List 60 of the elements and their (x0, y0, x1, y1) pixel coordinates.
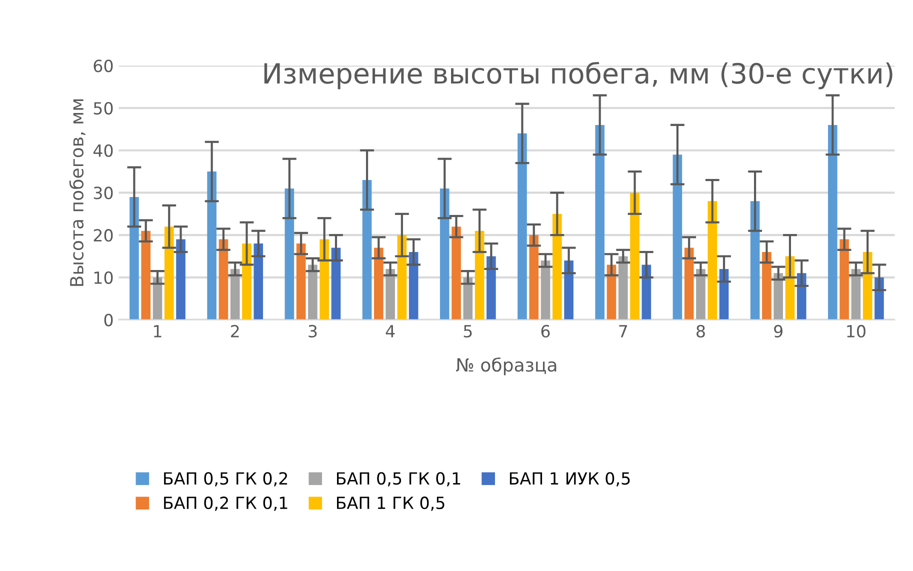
legend-label: БАП 0,5 ГК 0,1 (337, 472, 460, 486)
bar (828, 124, 838, 320)
bar (296, 244, 306, 320)
bar (595, 124, 604, 320)
y-tick-label: 20 (94, 229, 113, 242)
y-axis-title: Высота побегов, мм (69, 99, 86, 286)
bar (230, 268, 240, 320)
bar (386, 268, 395, 320)
y-tick-label: 60 (94, 60, 113, 72)
legend-label: БАП 1 ИУК 0,5 (510, 472, 630, 486)
legend-label: БАП 0,2 ГК 0,1 (164, 496, 288, 511)
y-tick-label: 50 (94, 102, 113, 115)
x-axis-title: № образца (456, 357, 556, 376)
y-tick-label: 30 (94, 186, 113, 200)
bar (540, 260, 550, 320)
chart-title: Измерение высоты побега, мм (30-е сутки) (264, 62, 892, 90)
bar (254, 244, 264, 320)
x-tick-label: 5 (464, 325, 472, 338)
bar (618, 256, 628, 320)
bar (176, 239, 186, 320)
bar (696, 268, 706, 320)
y-tick-label: 40 (93, 144, 113, 157)
bar (518, 133, 527, 320)
legend-label: БАП 0,5 ГК 0,2 (164, 472, 288, 486)
y-tick-label: 0 (104, 314, 113, 326)
bar (284, 188, 294, 320)
bar (552, 214, 562, 320)
x-tick-label: 8 (696, 324, 705, 338)
bar (774, 273, 783, 320)
x-tick-label: 4 (386, 325, 395, 338)
bar (374, 248, 384, 320)
bar (840, 239, 849, 320)
x-tick-label: 1 (154, 325, 162, 338)
bar (164, 226, 174, 320)
y-tick-label: 10 (94, 271, 113, 284)
bar (440, 188, 450, 320)
bar (529, 235, 539, 320)
x-tick-label: 7 (619, 325, 627, 338)
bar (708, 201, 718, 320)
x-tick-label: 9 (774, 324, 782, 338)
bar (452, 226, 461, 320)
bar (218, 239, 228, 320)
bar (684, 248, 694, 320)
bar (486, 256, 496, 320)
x-tick-label: 6 (541, 324, 550, 338)
x-tick-label: 2 (231, 324, 239, 338)
bar (320, 239, 329, 320)
x-tick-label: 3 (308, 324, 317, 338)
bar (564, 260, 574, 320)
bar (130, 196, 139, 320)
bar (642, 264, 652, 320)
bar (207, 172, 216, 320)
bar (308, 264, 318, 320)
bar (672, 154, 682, 320)
bar (141, 230, 151, 320)
legend-label: БАП 1 ГК 0,5 (337, 496, 444, 511)
bar (762, 252, 772, 320)
x-tick-label: 10 (847, 324, 866, 338)
bar (630, 192, 640, 320)
bar (362, 180, 372, 320)
